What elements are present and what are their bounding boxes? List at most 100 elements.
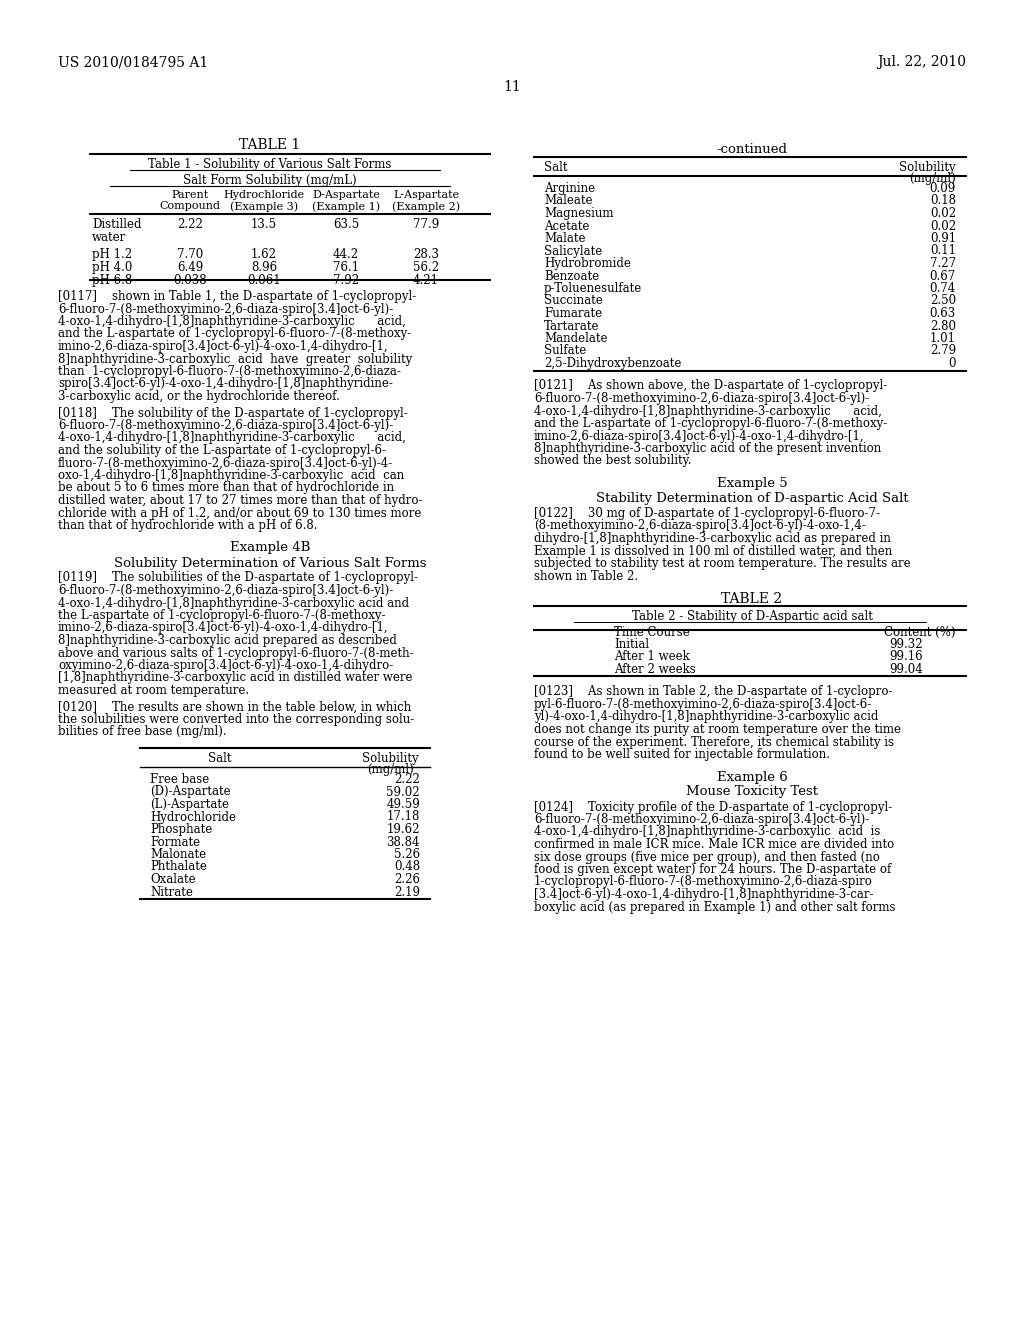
Text: 0.09: 0.09 bbox=[930, 182, 956, 195]
Text: imino-2,6-diaza-spiro[3.4]oct-6-yl)-4-oxo-1,4-dihydro-[1,: imino-2,6-diaza-spiro[3.4]oct-6-yl)-4-ox… bbox=[58, 341, 389, 352]
Text: water: water bbox=[92, 231, 126, 244]
Text: 4-oxo-1,4-dihydro-[1,8]naphthyridine-3-carboxylic  acid  is: 4-oxo-1,4-dihydro-[1,8]naphthyridine-3-c… bbox=[534, 825, 881, 838]
Text: 8]naphthyridine-3-carboxylic acid of the present invention: 8]naphthyridine-3-carboxylic acid of the… bbox=[534, 442, 882, 455]
Text: 11: 11 bbox=[503, 81, 521, 94]
Text: Salt: Salt bbox=[544, 161, 567, 174]
Text: imino-2,6-diaza-spiro[3.4]oct-6-yl)-4-oxo-1,4-dihydro-[1,: imino-2,6-diaza-spiro[3.4]oct-6-yl)-4-ox… bbox=[534, 429, 864, 442]
Text: Solubility: Solubility bbox=[899, 161, 956, 174]
Text: Malate: Malate bbox=[544, 232, 586, 246]
Text: 56.2: 56.2 bbox=[413, 261, 439, 275]
Text: food is given except water) for 24 hours. The D-aspartate of: food is given except water) for 24 hours… bbox=[534, 863, 891, 876]
Text: 2.26: 2.26 bbox=[394, 873, 420, 886]
Text: 4-oxo-1,4-dihydro-[1,8]naphthyridine-3-carboxylic      acid,: 4-oxo-1,4-dihydro-[1,8]naphthyridine-3-c… bbox=[58, 432, 406, 445]
Text: [1,8]naphthyridine-3-carboxylic acid in distilled water were: [1,8]naphthyridine-3-carboxylic acid in … bbox=[58, 672, 413, 685]
Text: 1.01: 1.01 bbox=[930, 333, 956, 345]
Text: Table 2 - Stability of D-Aspartic acid salt: Table 2 - Stability of D-Aspartic acid s… bbox=[632, 610, 872, 623]
Text: Salt: Salt bbox=[208, 752, 231, 766]
Text: Salicylate: Salicylate bbox=[544, 244, 602, 257]
Text: Hydrochloride: Hydrochloride bbox=[223, 190, 304, 201]
Text: [0117]    shown in Table 1, the D-aspartate of 1-cyclopropyl-: [0117] shown in Table 1, the D-aspartate… bbox=[58, 290, 416, 304]
Text: TABLE 2: TABLE 2 bbox=[722, 591, 782, 606]
Text: 76.1: 76.1 bbox=[333, 261, 359, 275]
Text: spiro[3.4]oct-6-yl)-4-oxo-1,4-dihydro-[1,8]naphthyridine-: spiro[3.4]oct-6-yl)-4-oxo-1,4-dihydro-[1… bbox=[58, 378, 393, 391]
Text: 28.3: 28.3 bbox=[413, 248, 439, 261]
Text: measured at room temperature.: measured at room temperature. bbox=[58, 684, 249, 697]
Text: 4-oxo-1,4-dihydro-[1,8]naphthyridine-3-carboxylic acid and: 4-oxo-1,4-dihydro-[1,8]naphthyridine-3-c… bbox=[58, 597, 410, 610]
Text: Compound: Compound bbox=[160, 201, 220, 211]
Text: Acetate: Acetate bbox=[544, 219, 590, 232]
Text: [0124]    Toxicity profile of the D-aspartate of 1-cyclopropyl-: [0124] Toxicity profile of the D-asparta… bbox=[534, 800, 892, 813]
Text: and the L-aspartate of 1-cyclopropyl-6-fluoro-7-(8-methoxy-: and the L-aspartate of 1-cyclopropyl-6-f… bbox=[58, 327, 412, 341]
Text: Fumarate: Fumarate bbox=[544, 308, 602, 319]
Text: 4-oxo-1,4-dihydro-[1,8]naphthyridine-3-carboxylic      acid,: 4-oxo-1,4-dihydro-[1,8]naphthyridine-3-c… bbox=[534, 404, 882, 417]
Text: 17.18: 17.18 bbox=[387, 810, 420, 824]
Text: found to be well suited for injectable formulation.: found to be well suited for injectable f… bbox=[534, 748, 830, 762]
Text: 59.02: 59.02 bbox=[386, 785, 420, 799]
Text: Example 5: Example 5 bbox=[717, 477, 787, 490]
Text: 2.79: 2.79 bbox=[930, 345, 956, 358]
Text: 6.49: 6.49 bbox=[177, 261, 203, 275]
Text: 7.70: 7.70 bbox=[177, 248, 203, 261]
Text: US 2010/0184795 A1: US 2010/0184795 A1 bbox=[58, 55, 208, 69]
Text: 0.038: 0.038 bbox=[173, 275, 207, 286]
Text: After 2 weeks: After 2 weeks bbox=[614, 663, 695, 676]
Text: 0.63: 0.63 bbox=[930, 308, 956, 319]
Text: the L-aspartate of 1-cyclopropyl-6-fluoro-7-(8-methoxy-: the L-aspartate of 1-cyclopropyl-6-fluor… bbox=[58, 609, 385, 622]
Text: Stability Determination of D-aspartic Acid Salt: Stability Determination of D-aspartic Ac… bbox=[596, 492, 908, 506]
Text: 0.02: 0.02 bbox=[930, 219, 956, 232]
Text: 38.84: 38.84 bbox=[386, 836, 420, 849]
Text: than  1-cyclopropyl-6-fluoro-7-(8-methoxyimino-2,6-diaza-: than 1-cyclopropyl-6-fluoro-7-(8-methoxy… bbox=[58, 366, 400, 378]
Text: pH 4.0: pH 4.0 bbox=[92, 261, 132, 275]
Text: Nitrate: Nitrate bbox=[150, 886, 193, 899]
Text: Formate: Formate bbox=[150, 836, 200, 849]
Text: course of the experiment. Therefore, its chemical stability is: course of the experiment. Therefore, its… bbox=[534, 735, 894, 748]
Text: 44.2: 44.2 bbox=[333, 248, 359, 261]
Text: Hydrochloride: Hydrochloride bbox=[150, 810, 236, 824]
Text: Maleate: Maleate bbox=[544, 194, 593, 207]
Text: 7.27: 7.27 bbox=[930, 257, 956, 271]
Text: 2,5-Dihydroxybenzoate: 2,5-Dihydroxybenzoate bbox=[544, 356, 681, 370]
Text: pH 1.2: pH 1.2 bbox=[92, 248, 132, 261]
Text: Time Course: Time Course bbox=[614, 626, 690, 639]
Text: (mg/ml): (mg/ml) bbox=[367, 763, 414, 776]
Text: 19.62: 19.62 bbox=[386, 822, 420, 836]
Text: does not change its purity at room temperature over the time: does not change its purity at room tempe… bbox=[534, 723, 901, 737]
Text: 3-carboxylic acid, or the hydrochloride thereof.: 3-carboxylic acid, or the hydrochloride … bbox=[58, 389, 340, 403]
Text: shown in Table 2.: shown in Table 2. bbox=[534, 569, 638, 582]
Text: Distilled: Distilled bbox=[92, 218, 141, 231]
Text: Succinate: Succinate bbox=[544, 294, 603, 308]
Text: (mg/ml): (mg/ml) bbox=[909, 172, 956, 185]
Text: and the L-aspartate of 1-cyclopropyl-6-fluoro-7-(8-methoxy-: and the L-aspartate of 1-cyclopropyl-6-f… bbox=[534, 417, 887, 430]
Text: 2.22: 2.22 bbox=[177, 218, 203, 231]
Text: 8.96: 8.96 bbox=[251, 261, 278, 275]
Text: (D)-Aspartate: (D)-Aspartate bbox=[150, 785, 230, 799]
Text: fluoro-7-(8-methoxyimino-2,6-diaza-spiro[3.4]oct-6-yl)-4-: fluoro-7-(8-methoxyimino-2,6-diaza-spiro… bbox=[58, 457, 393, 470]
Text: 6-fluoro-7-(8-methoxyimino-2,6-diaza-spiro[3.4]oct-6-yl)-: 6-fluoro-7-(8-methoxyimino-2,6-diaza-spi… bbox=[534, 813, 869, 826]
Text: 99.16: 99.16 bbox=[889, 651, 923, 664]
Text: the solubilities were converted into the corresponding solu-: the solubilities were converted into the… bbox=[58, 713, 415, 726]
Text: [0121]    As shown above, the D-aspartate of 1-cyclopropyl-: [0121] As shown above, the D-aspartate o… bbox=[534, 380, 887, 392]
Text: and the solubility of the L-aspartate of 1-cyclopropyl-6-: and the solubility of the L-aspartate of… bbox=[58, 444, 386, 457]
Text: D-Aspartate: D-Aspartate bbox=[312, 190, 380, 201]
Text: 49.59: 49.59 bbox=[386, 799, 420, 810]
Text: (L)-Aspartate: (L)-Aspartate bbox=[150, 799, 229, 810]
Text: 0.02: 0.02 bbox=[930, 207, 956, 220]
Text: 2.22: 2.22 bbox=[394, 774, 420, 785]
Text: 1.62: 1.62 bbox=[251, 248, 278, 261]
Text: 13.5: 13.5 bbox=[251, 218, 278, 231]
Text: oxyimino-2,6-diaza-spiro[3.4]oct-6-yl)-4-oxo-1,4-dihydro-: oxyimino-2,6-diaza-spiro[3.4]oct-6-yl)-4… bbox=[58, 659, 393, 672]
Text: Sulfate: Sulfate bbox=[544, 345, 587, 358]
Text: Table 1 - Solubility of Various Salt Forms: Table 1 - Solubility of Various Salt For… bbox=[148, 158, 392, 172]
Text: [0123]    As shown in Table 2, the D-aspartate of 1-cyclopro-: [0123] As shown in Table 2, the D-aspart… bbox=[534, 685, 893, 698]
Text: 0: 0 bbox=[948, 356, 956, 370]
Text: [3.4]oct-6-yl)-4-oxo-1,4-dihydro-[1,8]naphthyridine-3-car-: [3.4]oct-6-yl)-4-oxo-1,4-dihydro-[1,8]na… bbox=[534, 888, 873, 902]
Text: Magnesium: Magnesium bbox=[544, 207, 613, 220]
Text: than that of hydrochloride with a pH of 6.8.: than that of hydrochloride with a pH of … bbox=[58, 519, 317, 532]
Text: L-Aspartate: L-Aspartate bbox=[393, 190, 459, 201]
Text: TABLE 1: TABLE 1 bbox=[240, 139, 301, 152]
Text: Phosphate: Phosphate bbox=[150, 822, 212, 836]
Text: 1-cyclopropyl-6-fluoro-7-(8-methoxyimino-2,6-diaza-spiro: 1-cyclopropyl-6-fluoro-7-(8-methoxyimino… bbox=[534, 875, 872, 888]
Text: 0.11: 0.11 bbox=[930, 244, 956, 257]
Text: Salt Form Solubility (mg/mL): Salt Form Solubility (mg/mL) bbox=[183, 174, 356, 187]
Text: Jul. 22, 2010: Jul. 22, 2010 bbox=[877, 55, 966, 69]
